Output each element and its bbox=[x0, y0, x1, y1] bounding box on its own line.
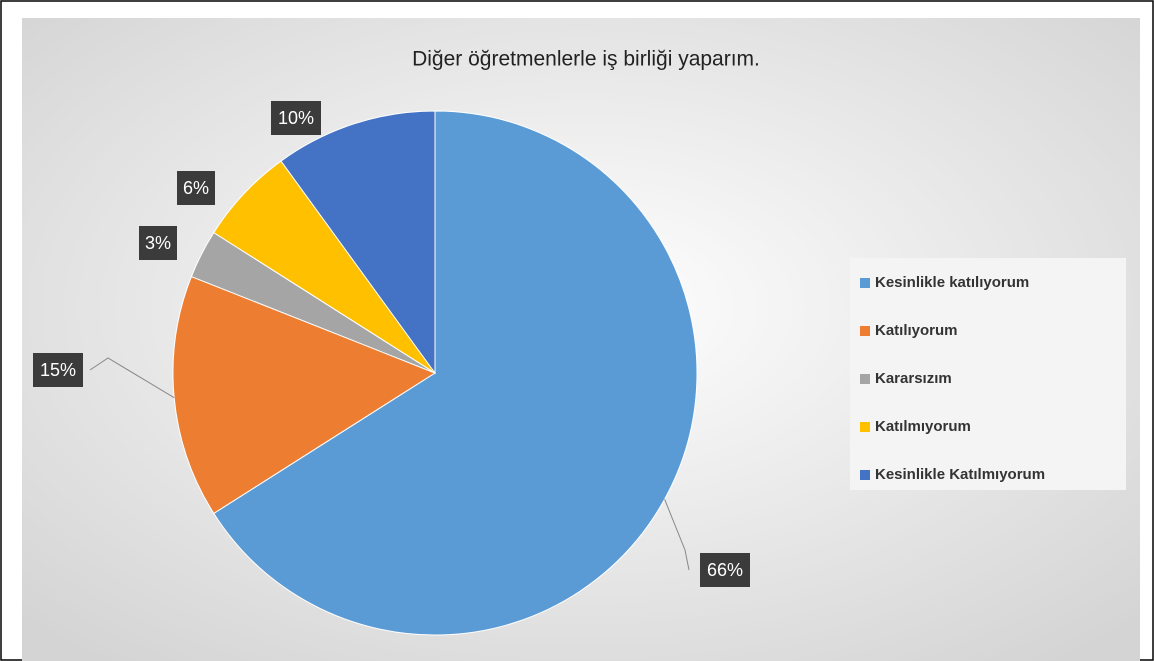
legend-swatch bbox=[860, 326, 870, 336]
leader-line bbox=[89, 357, 175, 399]
data-label-box bbox=[271, 101, 321, 135]
legend-label: Kesinlikle Katılmıyorum bbox=[875, 466, 1045, 483]
legend-swatch bbox=[860, 422, 870, 432]
data-label: 3% bbox=[145, 233, 171, 253]
data-label-box bbox=[139, 226, 177, 260]
legend-label: Katılıyorum bbox=[875, 322, 958, 339]
pie-slice bbox=[172, 275, 437, 515]
data-label: 66% bbox=[707, 560, 743, 580]
chart-title: Diğer öğretmenlerle iş birliği yaparım. bbox=[412, 48, 760, 71]
legend-box bbox=[850, 258, 1126, 490]
data-label-box bbox=[177, 171, 215, 205]
leader-line bbox=[664, 499, 690, 571]
pie-slice bbox=[213, 110, 698, 636]
data-label: 10% bbox=[278, 108, 314, 128]
legend-label: Katılmıyorum bbox=[875, 418, 971, 435]
legend-swatch bbox=[860, 374, 870, 384]
legend-swatch bbox=[860, 278, 870, 288]
data-label: 6% bbox=[183, 178, 209, 198]
data-label: 15% bbox=[40, 360, 76, 380]
data-label-box bbox=[33, 353, 83, 387]
legend-swatch bbox=[860, 470, 870, 480]
legend-label: Kararsızım bbox=[875, 370, 952, 387]
data-label-box bbox=[700, 553, 750, 587]
legend-label: Kesinlikle katılıyorum bbox=[875, 274, 1029, 291]
pie-slice bbox=[280, 110, 436, 375]
